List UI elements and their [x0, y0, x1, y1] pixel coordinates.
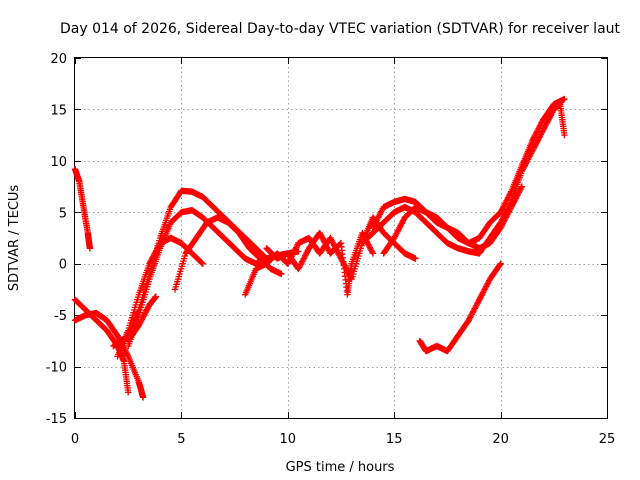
- plus-markers: [416, 260, 504, 355]
- plus-markers: [369, 95, 568, 247]
- x-tick-label: 20: [492, 432, 509, 447]
- y-tick-label: -5: [54, 309, 67, 324]
- y-tick-label: 15: [50, 103, 67, 118]
- y-tick-label: 0: [59, 258, 67, 273]
- x-tick-label: 25: [599, 432, 616, 447]
- series-arc12: [359, 101, 568, 257]
- series-arc7: [125, 293, 160, 345]
- series-arc11: [369, 95, 568, 247]
- series-arc8: [171, 214, 285, 293]
- y-tick-label: 20: [50, 52, 67, 67]
- x-tick-label: 0: [71, 432, 79, 447]
- series-arc10: [263, 229, 377, 298]
- y-axis-label: SDTVAR / TECUs: [7, 185, 22, 292]
- plus-markers: [125, 293, 160, 345]
- plus-markers: [263, 229, 377, 298]
- grid: [75, 58, 607, 418]
- series-arc6: [114, 234, 206, 360]
- plus-markers: [114, 234, 206, 360]
- y-tick-label: -15: [46, 412, 67, 427]
- series-arc5: [125, 207, 270, 350]
- data-series: [71, 95, 568, 401]
- plus-markers: [380, 183, 526, 257]
- y-tick-label: -10: [46, 361, 67, 376]
- series-arc13: [380, 183, 526, 257]
- x-tick-label: 10: [280, 432, 297, 447]
- plus-markers: [71, 165, 94, 252]
- plus-markers: [359, 101, 568, 257]
- series-arc1: [71, 165, 94, 252]
- y-tick-label: 10: [50, 155, 67, 170]
- series-arc14: [416, 260, 504, 355]
- x-tick-label: 15: [386, 432, 403, 447]
- plus-markers: [125, 207, 270, 350]
- plus-markers: [171, 214, 285, 293]
- chart-title: Day 014 of 2026, Sidereal Day-to-day VTE…: [60, 21, 621, 37]
- plot-frame: [74, 57, 608, 419]
- y-tick-label: 5: [59, 206, 67, 221]
- x-axis-ticks: 0 5 10 15 20 25: [71, 58, 615, 447]
- x-tick-label: 5: [177, 432, 185, 447]
- x-axis-label: GPS time / hours: [286, 460, 395, 475]
- y-axis-ticks: -15 -10 -5 0 5 10 15 20: [46, 52, 607, 427]
